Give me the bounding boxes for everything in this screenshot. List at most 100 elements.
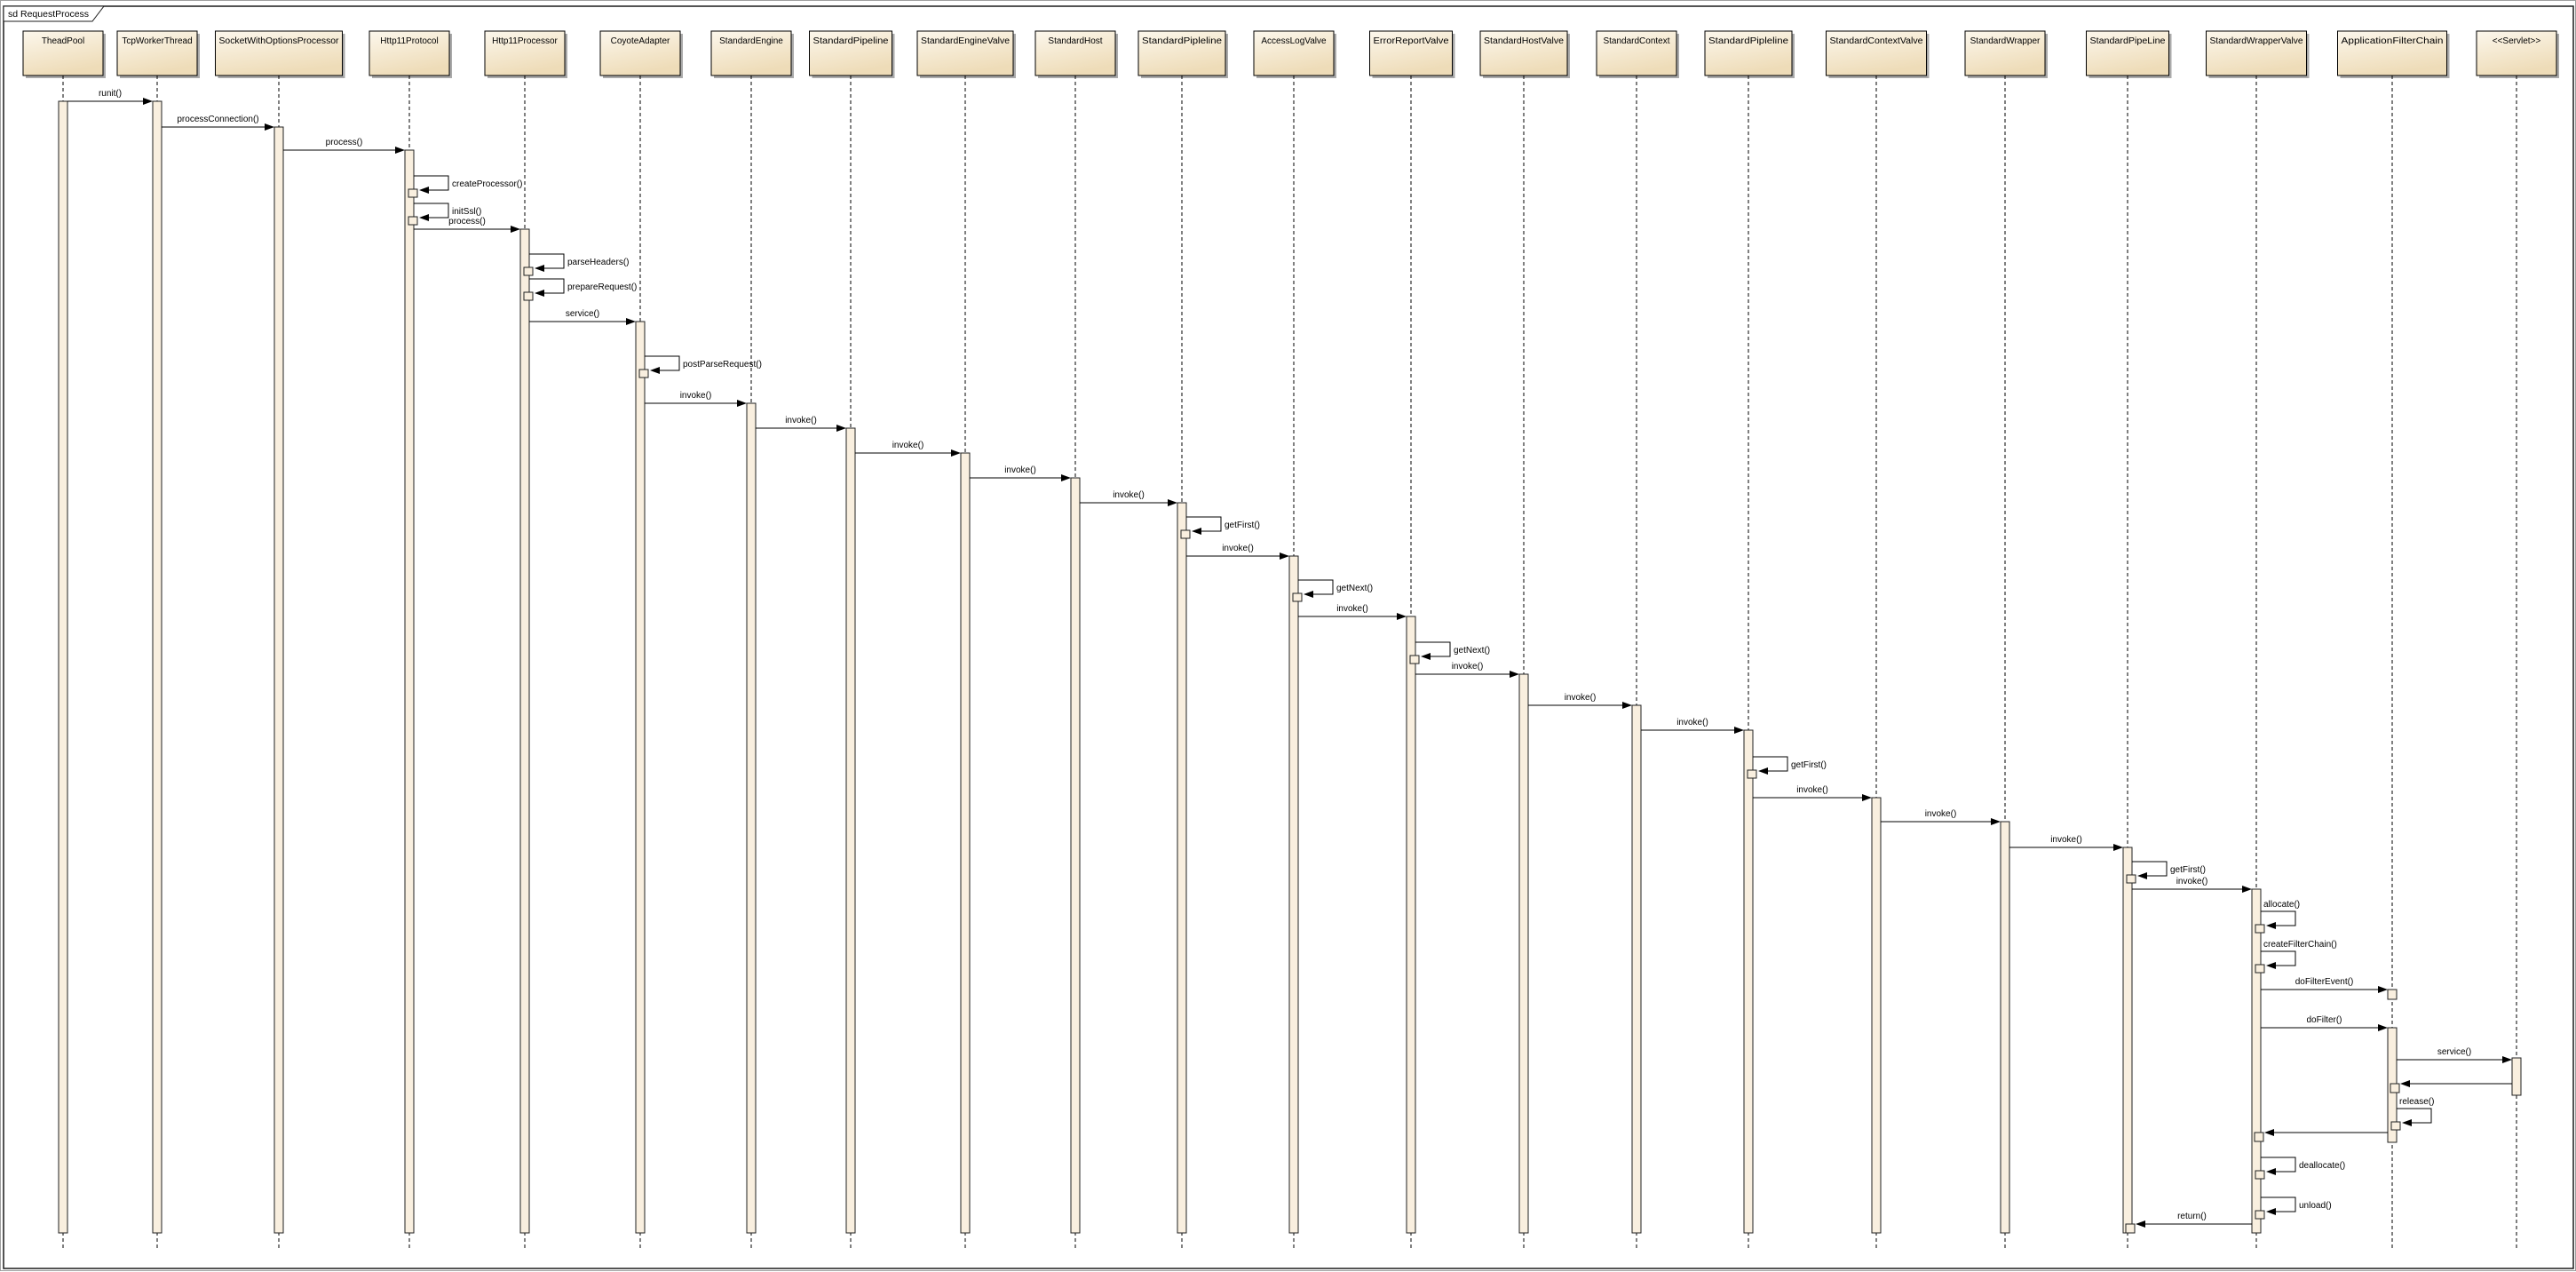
- activation-bar: [1743, 729, 1754, 1234]
- message-31-dofilterevent: doFilterEvent(): [2261, 977, 2388, 993]
- arrowhead-icon: [2378, 986, 2388, 993]
- message-12-invoke: invoke(): [855, 441, 961, 457]
- message-label: getNext(): [1454, 646, 1490, 656]
- message-10-invoke: invoke(): [645, 391, 747, 407]
- lifeline-tcpworkerthread: TcpWorkerThread: [116, 30, 200, 1250]
- activation-bar: [404, 149, 415, 1234]
- lifeline-head-box: [1034, 30, 1116, 76]
- lifeline-name: StandardContext: [1603, 36, 1669, 46]
- message-label: doFilter(): [2306, 1015, 2342, 1025]
- lifeline-head-box: [215, 30, 343, 76]
- receive-square: [1747, 769, 1757, 779]
- self-call-loop: [2261, 1157, 2296, 1173]
- receive-square: [2255, 964, 2265, 974]
- message-label: invoke(): [1796, 785, 1828, 795]
- self-call-loop: [414, 175, 449, 191]
- activation-bar: [1070, 477, 1081, 1234]
- lifeline-standardhostvalve: StandardHostValve: [1479, 30, 1570, 1250]
- message-37-deallocate: deallocate(): [2255, 1157, 2345, 1180]
- activation-bar: [58, 100, 68, 1234]
- message-16-invoke: invoke(): [1186, 544, 1289, 560]
- message-label: process(): [448, 217, 486, 227]
- lifeline-name: StandardContextValve: [1830, 36, 1923, 46]
- arrowhead-icon: [2378, 1024, 2388, 1031]
- message-label: invoke(): [1925, 809, 1957, 819]
- message-29-allocate: allocate(): [2255, 900, 2300, 934]
- message-24-invoke: invoke(): [1753, 785, 1872, 801]
- arrowhead-icon: [535, 265, 544, 272]
- arrowhead-icon: [951, 449, 961, 457]
- lifeline-servlet: <<Servlet>>: [2476, 30, 2559, 1250]
- arrowhead-icon: [2136, 1220, 2145, 1228]
- arrowhead-icon: [419, 187, 429, 194]
- lifeline-head-box: [22, 30, 104, 76]
- diagram-frame: [3, 5, 2574, 1269]
- lifeline-head-box: [116, 30, 198, 76]
- message-label: createFilterChain(): [2263, 940, 2337, 950]
- self-call-loop: [414, 203, 449, 219]
- lifeline-head-box: [2337, 30, 2447, 76]
- lifeline-name: AccessLogValve: [1261, 36, 1327, 46]
- message-6-parseheaders: parseHeaders(): [523, 253, 629, 276]
- arrowhead-icon: [1758, 767, 1768, 775]
- message-label: invoke(): [680, 391, 712, 401]
- receive-square: [408, 188, 418, 198]
- self-call-loop: [529, 278, 565, 294]
- lifeline-head-box: [809, 30, 892, 76]
- message-36-return: [2254, 1129, 2388, 1142]
- arrowhead-icon: [1192, 528, 1201, 535]
- arrowhead-icon: [2266, 922, 2276, 929]
- message-label: processConnection(): [177, 115, 258, 124]
- message-label: invoke(): [1004, 465, 1036, 475]
- lifeline-head-box: [1704, 30, 1793, 76]
- message-label: allocate(): [2263, 900, 2300, 910]
- lifeline-name: TcpWorkerThread: [122, 36, 192, 46]
- message-label: postParseRequest(): [683, 360, 762, 370]
- lifeline-socketwithoptionsprocessor: SocketWithOptionsProcessor: [215, 30, 345, 1250]
- message-label: unload(): [2299, 1201, 2332, 1211]
- message-label: invoke(): [1565, 693, 1597, 703]
- lifeline-coyoteadapter: CoyoteAdapter: [599, 30, 683, 1250]
- lifeline-head-box: [710, 30, 792, 76]
- arrowhead-icon: [1168, 499, 1177, 506]
- message-3-createprocessor: createProcessor(): [408, 175, 522, 198]
- message-5-process: process(): [414, 217, 520, 233]
- lifeline-name: StandardHost: [1048, 36, 1102, 46]
- message-label: initSsl(): [452, 207, 481, 217]
- lifeline-name: StandardPipeLine: [2090, 36, 2166, 46]
- lifeline-name: SocketWithOptionsProcessor: [219, 36, 340, 46]
- receive-square: [2125, 1223, 2136, 1234]
- arrowhead-icon: [1510, 671, 1519, 678]
- lifeline-name: ErrorReportValve: [1374, 36, 1449, 46]
- message-1-processconnection: processConnection(): [162, 115, 274, 131]
- message-label: return(): [2177, 1212, 2207, 1221]
- message-15-getfirst: getFirst(): [1180, 516, 1260, 539]
- message-17-getnext: getNext(): [1292, 579, 1373, 602]
- arrowhead-icon: [1991, 818, 2001, 825]
- message-label: deallocate(): [2299, 1161, 2345, 1171]
- receive-square: [408, 216, 418, 226]
- activation-bar: [2000, 821, 2010, 1234]
- message-32-dofilter: doFilter(): [2261, 1015, 2388, 1031]
- lifeline-head-box: [1964, 30, 2046, 76]
- arrowhead-icon: [1622, 702, 1632, 709]
- activation-bar: [273, 126, 284, 1234]
- arrowhead-icon: [1421, 653, 1431, 660]
- message-34-return: [2390, 1080, 2512, 1093]
- lifeline-name: StandardPipleline: [1708, 36, 1789, 46]
- frame-label-tab: [3, 5, 106, 22]
- activation-bar: [1177, 502, 1187, 1234]
- arrowhead-icon: [265, 123, 274, 131]
- lifeline-name: Http11Protocol: [380, 36, 438, 46]
- receive-square: [523, 266, 534, 276]
- receive-square: [2254, 1132, 2264, 1142]
- message-label: invoke(): [1452, 662, 1484, 672]
- message-35-release: release(): [2390, 1097, 2434, 1131]
- activation-bar: [1288, 555, 1299, 1234]
- self-call-loop: [529, 253, 565, 269]
- message-14-invoke: invoke(): [1080, 490, 1177, 506]
- arrowhead-icon: [2266, 1168, 2276, 1175]
- arrowhead-icon: [2242, 886, 2252, 893]
